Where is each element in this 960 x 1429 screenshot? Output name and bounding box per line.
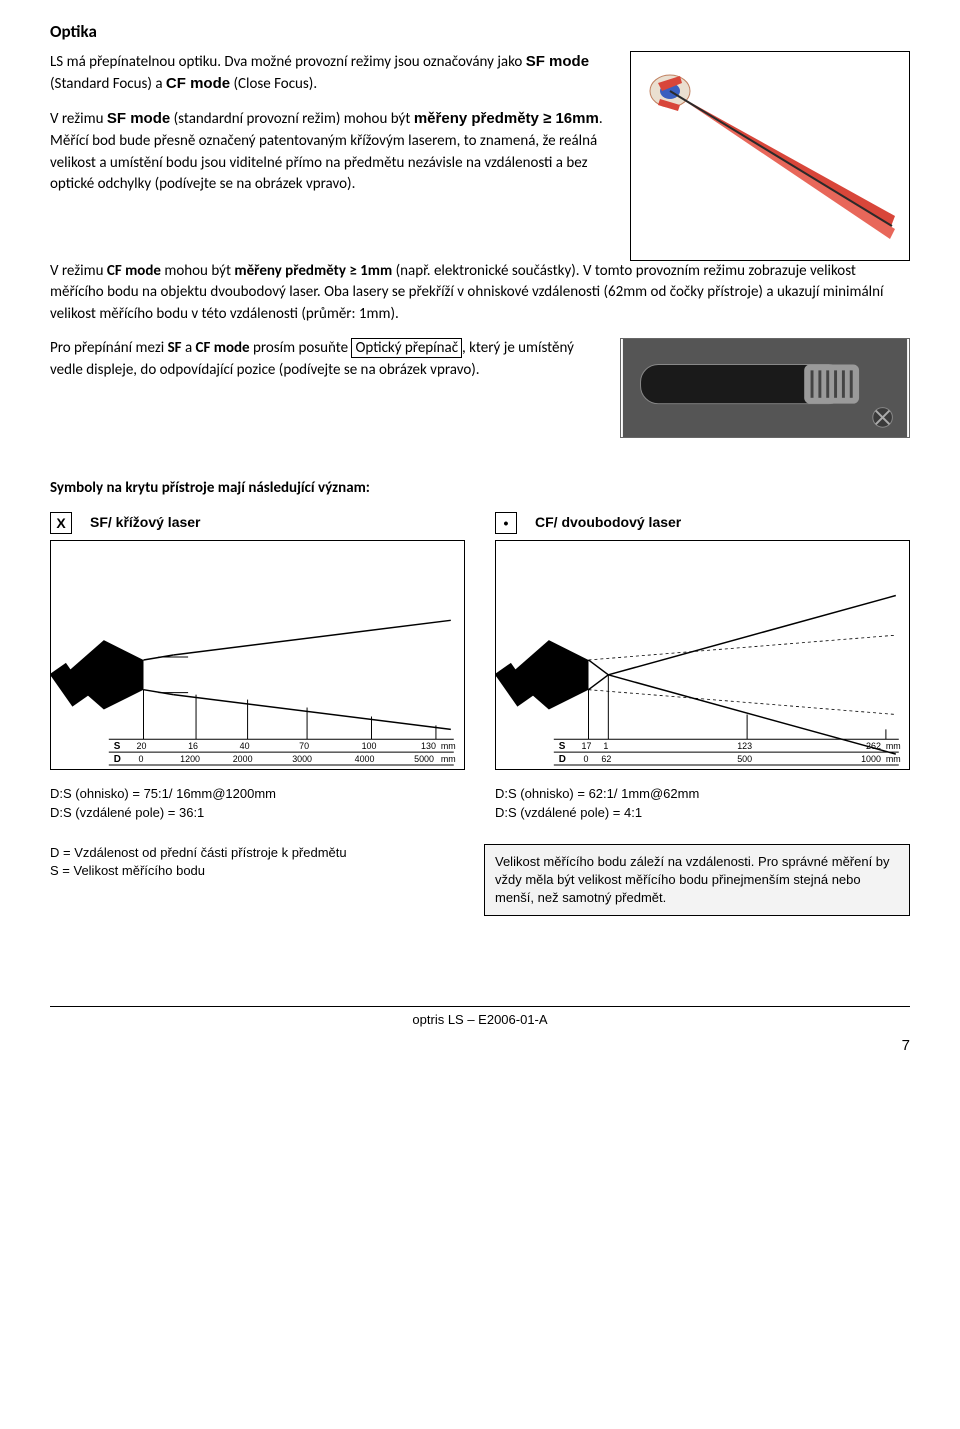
legend-d: D = Vzdálenost od přední části přístroje… [50,844,454,862]
cf-label: CF/ dvoubodový laser [535,512,681,532]
svg-text:62: 62 [601,754,611,764]
paragraph-3: V režimu CF mode mohou být měřeny předmě… [50,261,910,326]
svg-text:16: 16 [188,741,198,751]
note-box: Velikost měřícího bodu záleží na vzdálen… [484,844,910,917]
svg-text:1: 1 [603,741,608,751]
svg-text:70: 70 [299,741,309,751]
cf-diagram: S D 17 1 123 262 mm 0 62 500 1000 mm [495,540,910,770]
cf-ds-focus: D:S (ohnisko) = 62:1/ 1mm@62mm [495,785,910,803]
svg-text:3000: 3000 [292,754,312,764]
svg-text:mm: mm [886,754,901,764]
cf-ds-far: D:S (vzdálené pole) = 4:1 [495,804,910,822]
svg-text:0: 0 [139,754,144,764]
sf-label: SF/ křížový laser [90,512,201,532]
svg-text:20: 20 [137,741,147,751]
svg-text:D: D [114,754,121,765]
paragraph-4: Pro přepínání mezi SF a CF mode prosím p… [50,338,590,382]
svg-text:2000: 2000 [233,754,253,764]
legend-s: S = Velikost měřícího bodu [50,862,454,880]
svg-text:mm: mm [441,741,456,751]
paragraph-1: LS má přepínatelnou optiku. Dva možné pr… [50,51,610,97]
page-number: 7 [902,1035,910,1057]
legend-block: D = Vzdálenost od přední části přístroje… [50,844,454,917]
optical-switch-label: Optický přepínač [351,338,462,358]
svg-text:100: 100 [362,741,377,751]
sf-mode-label: SF mode [526,53,589,70]
cf-marker-box: • [495,512,517,534]
svg-text:S: S [559,741,566,752]
footer-text: optris LS – E2006-01-A [412,1012,547,1027]
sf-ds-focus: D:S (ohnisko) = 75:1/ 16mm@1200mm [50,785,465,803]
sf-column: X SF/ křížový laser [50,512,465,822]
svg-text:5000: 5000 [414,754,434,764]
svg-text:17: 17 [582,741,592,751]
cf-column: • CF/ dvoubodový laser [495,512,910,822]
optics-illustration [630,51,910,261]
paragraph-2: V režimu SF mode (standardní provozní re… [50,108,610,196]
svg-text:123: 123 [737,741,752,751]
svg-text:mm: mm [441,754,456,764]
cf-mode-label: CF mode [166,75,230,92]
svg-text:mm: mm [886,741,901,751]
sf-diagram: S D 20 16 40 70 100 130 mm 0 1200 2000 3000 4000 50… [50,540,465,770]
svg-text:0: 0 [584,754,589,764]
svg-text:1000: 1000 [861,754,881,764]
section-title: Optika [50,20,910,45]
page-footer: optris LS – E2006-01-A 7 [50,1006,910,1030]
slider-photo [620,338,910,438]
svg-text:1200: 1200 [180,754,200,764]
sf-marker-box: X [50,512,72,534]
svg-text:D: D [559,754,566,765]
svg-text:40: 40 [240,741,250,751]
svg-text:262: 262 [866,741,881,751]
svg-text:4000: 4000 [355,754,375,764]
sf-ds-far: D:S (vzdálené pole) = 36:1 [50,804,465,822]
cross-laser-icon [640,61,900,251]
svg-text:130: 130 [421,741,436,751]
symbols-heading: Symboly na krytu přístroje mají následuj… [50,478,910,500]
svg-text:500: 500 [737,754,752,764]
svg-text:S: S [114,741,121,752]
